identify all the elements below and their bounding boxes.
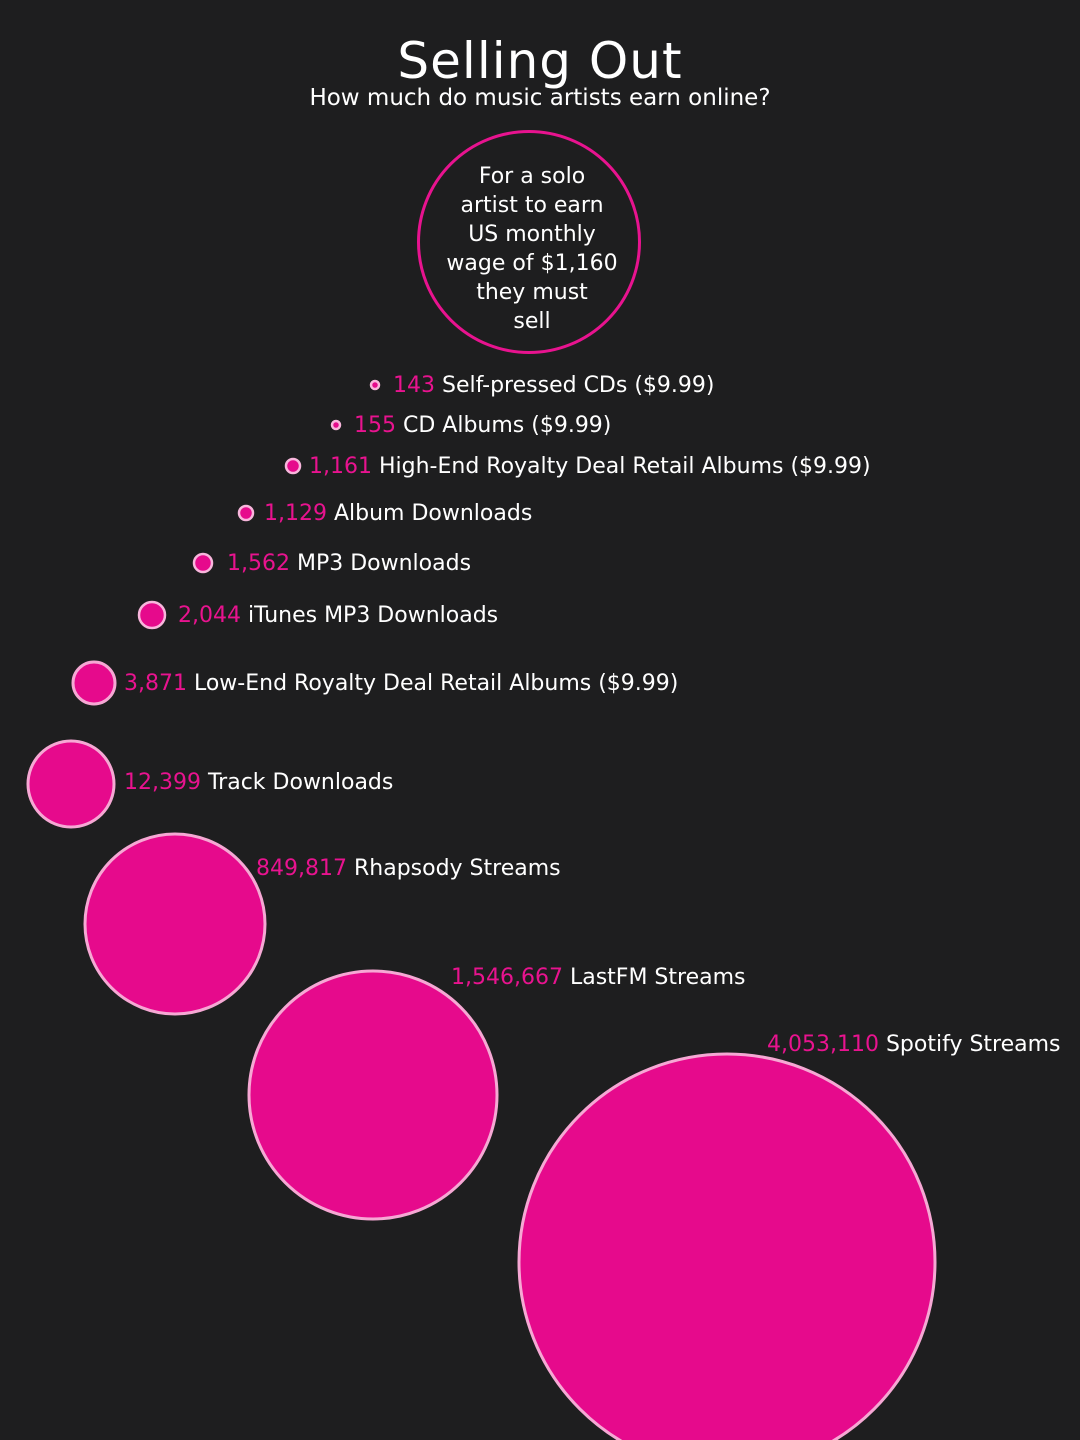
series-name-label: Low-End Royalty Deal Retail Albums ($9.9… bbox=[187, 671, 678, 696]
label-track-downloads: 12,399 Track Downloads bbox=[124, 770, 393, 795]
value-label: 4,053,110 bbox=[767, 1032, 879, 1057]
series-name-label: Rhapsody Streams bbox=[347, 856, 561, 881]
series-name-label: Spotify Streams bbox=[879, 1032, 1061, 1057]
value-label: 3,871 bbox=[124, 671, 187, 696]
series-name-label: Track Downloads bbox=[201, 770, 393, 795]
bubble-self-pressed-cds-9-99 bbox=[369, 379, 381, 391]
bubble-track-downloads bbox=[26, 739, 116, 829]
label-mp3-downloads: 1,562 MP3 Downloads bbox=[227, 551, 471, 576]
series-name-label: MP3 Downloads bbox=[290, 551, 471, 576]
label-cd-albums-9-99: 155 CD Albums ($9.99) bbox=[354, 413, 611, 438]
bubble-cd-albums-9-99 bbox=[330, 419, 342, 431]
bubble-low-end-royalty-deal-retail-albums-9-99 bbox=[71, 660, 117, 706]
series-name-label: CD Albums ($9.99) bbox=[396, 413, 611, 438]
value-label: 1,129 bbox=[264, 501, 327, 526]
label-high-end-royalty-deal-retail-albums-9-99: 1,161 High-End Royalty Deal Retail Album… bbox=[309, 454, 871, 479]
value-label: 143 bbox=[393, 373, 435, 398]
bubble-mp3-downloads bbox=[192, 552, 214, 574]
bubble-album-downloads bbox=[237, 504, 255, 522]
label-self-pressed-cds-9-99: 143 Self-pressed CDs ($9.99) bbox=[393, 373, 714, 398]
bubble-itunes-mp3-downloads bbox=[137, 600, 167, 630]
bubble-high-end-royalty-deal-retail-albums-9-99 bbox=[284, 457, 302, 475]
value-label: 2,044 bbox=[178, 603, 241, 628]
label-spotify-streams: 4,053,110 Spotify Streams bbox=[767, 1032, 1061, 1057]
series-name-label: Album Downloads bbox=[327, 501, 532, 526]
series-name-label: iTunes MP3 Downloads bbox=[241, 603, 498, 628]
value-label: 155 bbox=[354, 413, 396, 438]
value-label: 849,817 bbox=[256, 856, 347, 881]
value-label: 1,562 bbox=[227, 551, 290, 576]
value-label: 1,161 bbox=[309, 454, 372, 479]
label-rhapsody-streams: 849,817 Rhapsody Streams bbox=[256, 856, 561, 881]
label-lastfm-streams: 1,546,667 LastFM Streams bbox=[451, 965, 745, 990]
chart-subtitle: How much do music artists earn online? bbox=[309, 85, 771, 111]
value-label: 12,399 bbox=[124, 770, 201, 795]
series-name-label: High-End Royalty Deal Retail Albums ($9.… bbox=[372, 454, 871, 479]
bubble-rhapsody-streams bbox=[83, 832, 267, 1016]
chart-title: Selling Out bbox=[397, 32, 683, 90]
intro-text: For a solo artist to earn US monthly wag… bbox=[446, 164, 618, 334]
bubble-spotify-streams bbox=[517, 1052, 937, 1440]
label-album-downloads: 1,129 Album Downloads bbox=[264, 501, 532, 526]
bubble-lastfm-streams bbox=[247, 969, 499, 1221]
series-name-label: LastFM Streams bbox=[563, 965, 746, 990]
label-itunes-mp3-downloads: 2,044 iTunes MP3 Downloads bbox=[178, 603, 498, 628]
series-name-label: Self-pressed CDs ($9.99) bbox=[435, 373, 714, 398]
intro-circle bbox=[417, 130, 641, 354]
value-label: 1,546,667 bbox=[451, 965, 563, 990]
label-low-end-royalty-deal-retail-albums-9-99: 3,871 Low-End Royalty Deal Retail Albums… bbox=[124, 671, 678, 696]
